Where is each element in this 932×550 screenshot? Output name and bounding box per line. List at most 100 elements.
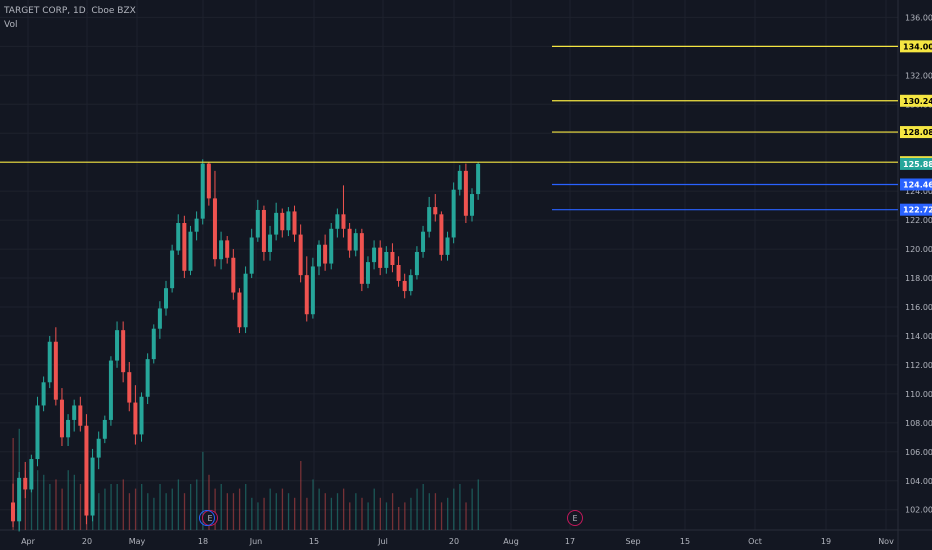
candle (476, 163, 481, 195)
volume-bar (300, 461, 302, 530)
volume-bar (232, 493, 235, 530)
volume-bar (355, 493, 357, 530)
candle (194, 218, 199, 232)
price-tick-label: 132.00 (905, 71, 932, 80)
level-price-tag-bg (900, 178, 932, 191)
volume-bar (422, 484, 424, 530)
candle (29, 459, 34, 490)
candle (359, 233, 364, 284)
volume-bar (220, 484, 222, 530)
candle (212, 198, 217, 260)
candle (390, 251, 395, 265)
volume-bar (134, 488, 137, 530)
time-tick-label: 19 (821, 537, 831, 546)
candle (439, 214, 444, 255)
candle (170, 250, 175, 289)
volume-bar (294, 497, 296, 530)
time-tick-label: 20 (449, 537, 459, 546)
candle (470, 194, 474, 216)
price-tick-label: 106.00 (905, 448, 932, 457)
current-price-tag: 125.88 (903, 160, 932, 169)
candle (108, 360, 113, 420)
level-price-tag: 134.00 (903, 42, 932, 51)
time-tick-label: Jun (249, 537, 263, 546)
candle (365, 262, 370, 284)
earnings-marker[interactable] (567, 510, 583, 526)
volume-bar (312, 479, 314, 530)
candle (310, 266, 315, 315)
time-tick-label: 15 (680, 537, 690, 546)
candle (237, 292, 242, 328)
candle (402, 280, 407, 292)
volume-bar (404, 502, 406, 530)
candle (335, 214, 340, 229)
volume-bar (410, 497, 412, 530)
volume-bar (208, 474, 210, 530)
candle (59, 399, 64, 438)
time-tick-label: Oct (748, 537, 762, 546)
price-tick-label: 108.00 (905, 419, 932, 428)
volume-bar (251, 497, 253, 530)
candle (433, 207, 438, 215)
candle (427, 207, 432, 232)
volume-bar (171, 488, 173, 530)
volume-bar (55, 479, 57, 530)
price-tick-label: 114.00 (905, 332, 932, 341)
volume-bar (471, 488, 473, 530)
volume-bar (398, 507, 400, 530)
volume-bar (24, 470, 27, 530)
candle (182, 223, 187, 271)
volume-bar (342, 488, 345, 530)
volume-bar (269, 488, 271, 530)
candle (347, 228, 352, 251)
dividend-marker[interactable] (199, 510, 215, 526)
candle (145, 359, 150, 397)
candle (261, 209, 266, 252)
volume-bar (238, 488, 241, 530)
level-price-tag: 128.08 (903, 128, 932, 137)
candle (274, 212, 279, 235)
candle (219, 240, 224, 260)
volume-bar (196, 479, 198, 530)
candle (421, 231, 426, 252)
candle (66, 419, 71, 438)
level-price-tag-bg (900, 40, 932, 53)
candle (231, 257, 236, 293)
volume-bar (379, 497, 381, 530)
earnings-marker-label: E (207, 514, 212, 523)
candle (47, 341, 52, 383)
candle (206, 163, 211, 199)
volume-bar (465, 502, 467, 530)
level-price-tag-bg (900, 94, 932, 107)
candle (11, 502, 15, 522)
volume-bar (98, 493, 100, 530)
candle (188, 231, 193, 271)
time-tick-label: Jul (377, 537, 388, 546)
candle (127, 372, 132, 403)
symbol-title: TARGET CORP, 1D, Cboe BZX (4, 6, 136, 16)
volume-label: Vol (4, 20, 18, 30)
candle (17, 477, 22, 522)
candle (164, 288, 168, 309)
price-tick-label: 116.00 (905, 303, 932, 312)
volume-bar (122, 479, 124, 530)
candle (96, 438, 101, 458)
volume-bar (281, 488, 284, 530)
candle (90, 457, 95, 516)
time-tick-label: 20 (82, 537, 92, 546)
candle (133, 402, 138, 435)
volume-bar (336, 493, 339, 530)
candle (151, 328, 156, 360)
volume-bar (165, 493, 167, 530)
candle (457, 170, 462, 190)
candle (372, 247, 377, 263)
time-tick-label: Apr (21, 537, 36, 546)
candle (249, 237, 254, 274)
volume-bar (361, 497, 363, 530)
volume-bar (330, 497, 333, 530)
candle (35, 405, 40, 460)
volume-bar (30, 465, 33, 530)
level-price-tag: 124.46 (903, 180, 932, 189)
candle (414, 251, 419, 276)
